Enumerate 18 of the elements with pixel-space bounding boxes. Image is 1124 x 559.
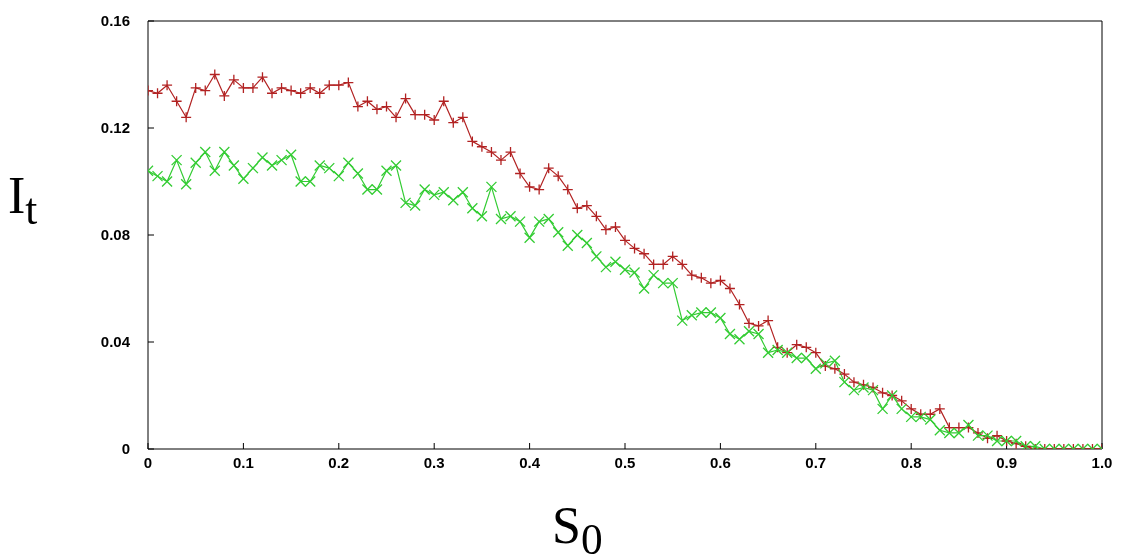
y-tick-label: 0.12 [100, 119, 130, 137]
y-axis-title: I$_{t}$ [8, 167, 38, 234]
x-tick-label: 0.9 [996, 453, 1018, 471]
x-tick-label: 0.5 [614, 453, 636, 471]
x-tick-label: 0.1 [232, 453, 254, 471]
x-tick-label: 0.4 [519, 453, 541, 471]
x-tick-label: 0.6 [709, 453, 731, 471]
x-tick-label: 0.7 [805, 453, 827, 471]
x-tick-label: 0.8 [900, 453, 922, 471]
y-tick-label: 0 [121, 440, 130, 458]
y-tick-label: 0.16 [100, 12, 130, 30]
x-tick-label: 1.0 [1091, 453, 1113, 471]
x-tick-label: 0.3 [423, 453, 445, 471]
y-tick-label: 0.04 [100, 333, 131, 351]
y-tick-label: 0.08 [100, 226, 130, 244]
x-axis-title: S$_{0}$ [552, 497, 603, 559]
x-tick-label: 0 [143, 453, 153, 471]
x-tick-label: 0.2 [328, 453, 350, 471]
